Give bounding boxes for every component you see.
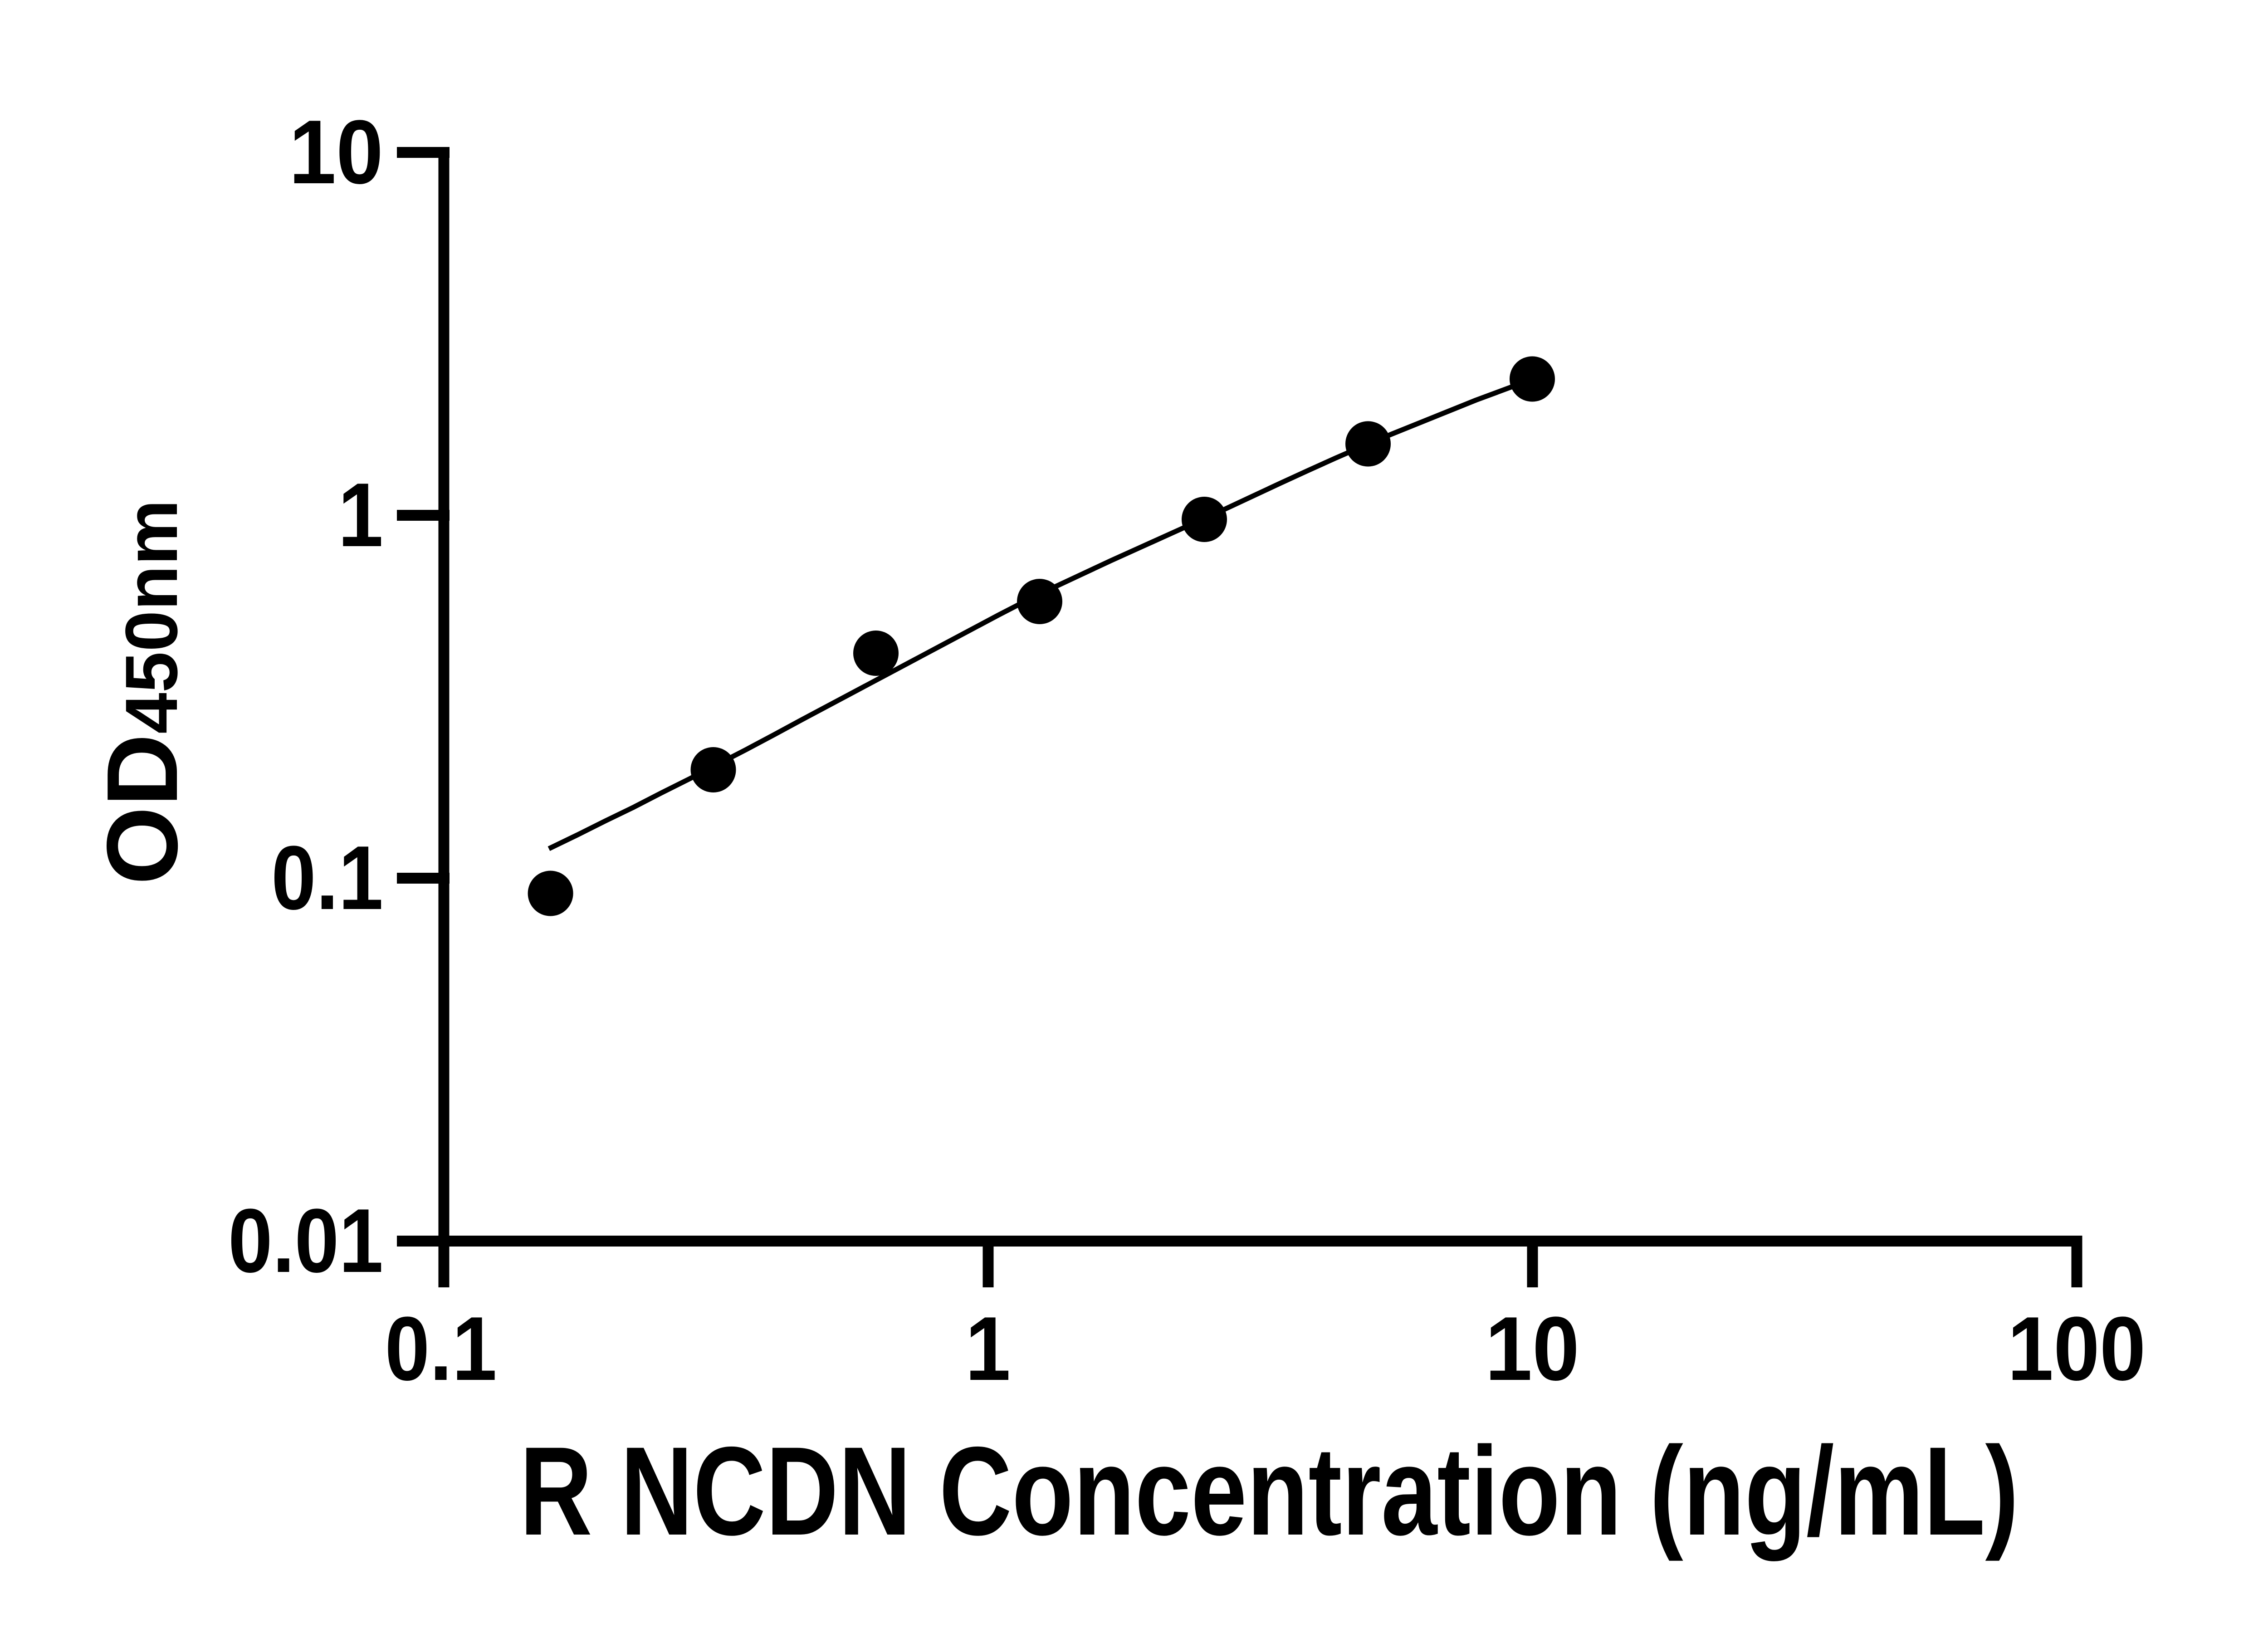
- svg-text:R NCDN Concentration (ng/mL): R NCDN Concentration (ng/mL): [520, 1420, 2019, 1562]
- svg-text:0.01: 0.01: [228, 1190, 383, 1291]
- svg-text:10: 10: [1485, 1298, 1579, 1399]
- svg-text:1: 1: [338, 464, 383, 566]
- svg-text:1: 1: [965, 1298, 1011, 1399]
- svg-text:0.1: 0.1: [385, 1298, 497, 1399]
- svg-text:0.1: 0.1: [271, 827, 383, 929]
- svg-text:100: 100: [2008, 1298, 2146, 1399]
- svg-text:10: 10: [289, 102, 383, 203]
